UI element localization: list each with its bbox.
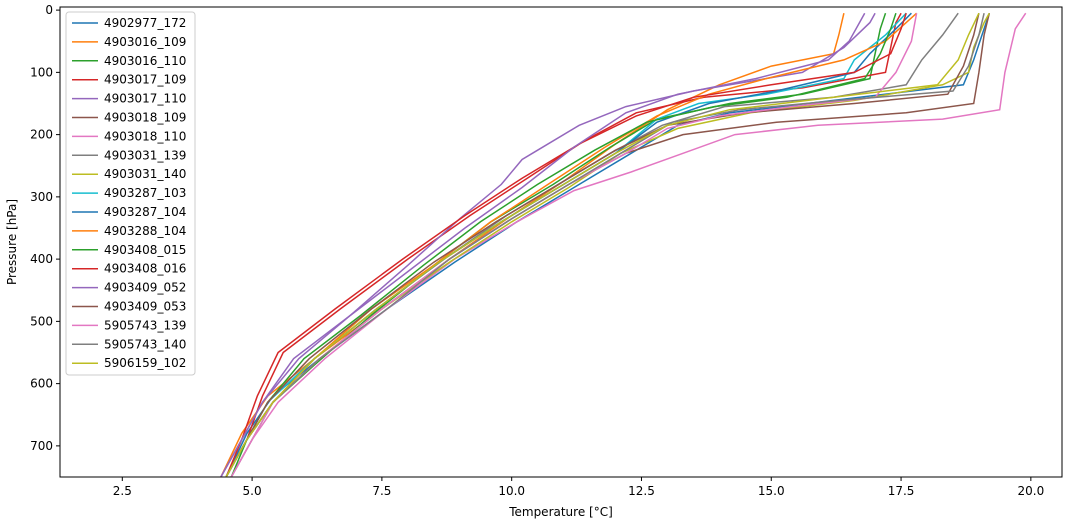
series-line-4 [220,12,876,478]
y-tick-label: 300 [30,190,53,204]
x-axis: 2.5 5.0 7.5 10.0 12.5 15.0 17.5 20.0 [113,477,1044,498]
legend-label: 4903016_110 [104,54,186,68]
y-axis: 0 100 200 300 400 500 600 700 [30,3,60,453]
series-line-14 [220,12,866,478]
x-tick-label: 7.5 [372,484,391,498]
legend-label: 4903016_109 [104,35,186,49]
x-tick-label: 5.0 [243,484,262,498]
legend-label: 4903409_052 [104,281,186,295]
plot-frame [59,6,1063,478]
y-tick-label: 500 [30,314,53,328]
legend-label: 4903408_016 [104,262,186,276]
legend-label: 4903031_139 [104,148,186,162]
x-tick-label: 20.0 [1017,484,1044,498]
legend-label: 4903288_104 [104,224,186,238]
legend-label: 4903018_109 [104,111,186,125]
plot-area [60,7,1062,477]
legend-box [65,11,196,376]
series-line-3 [225,12,902,478]
series-line-12 [230,12,897,478]
legend-label: 5906159_102 [104,356,186,370]
x-axis-label: Temperature [°C] [508,505,613,519]
series-line-13 [225,12,907,478]
series-line-18 [225,12,980,478]
series-layer [220,12,1027,478]
legend-label: 4903017_110 [104,92,186,106]
y-tick-label: 100 [30,65,53,79]
legend-label: 4903287_104 [104,205,186,219]
legend-label: 4903031_140 [104,167,186,181]
legend-label: 4903017_109 [104,73,186,87]
legend-label: 4903409_053 [104,300,186,314]
y-tick-label: 600 [30,377,53,391]
y-tick-label: 400 [30,252,53,266]
x-tick-label: 12.5 [628,484,655,498]
y-tick-label: 0 [45,3,53,17]
y-tick-label: 200 [30,128,53,142]
y-axis-label: Pressure [hPa] [5,199,19,285]
legend-label: 4903408_015 [104,243,186,257]
x-tick-label: 10.0 [498,484,525,498]
legend-label: 5905743_140 [104,337,186,351]
series-line-17 [225,13,985,478]
legend: 4902977_172 4903016_109 4903016_110 4903017… [65,11,196,376]
x-tick-label: 15.0 [758,484,785,498]
legend-label: 5905743_139 [104,318,186,332]
y-tick-label: 700 [30,439,53,453]
x-tick-label: 2.5 [113,484,132,498]
series-line-6 [230,12,1027,478]
legend-label: 4903018_110 [104,129,186,143]
legend-label: 4902977_172 [104,16,186,30]
x-tick-label: 17.5 [888,484,915,498]
series-line-15 [225,13,980,478]
legend-label: 4903287_103 [104,186,186,200]
